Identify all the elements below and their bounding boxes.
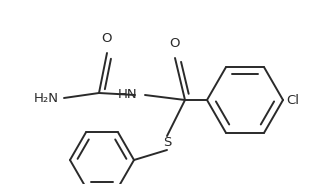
Text: H₂N: H₂N — [34, 91, 59, 105]
Text: O: O — [170, 37, 180, 50]
Text: Cl: Cl — [286, 93, 299, 107]
Text: S: S — [163, 135, 171, 148]
Text: O: O — [102, 32, 112, 45]
Text: HN: HN — [117, 89, 137, 102]
